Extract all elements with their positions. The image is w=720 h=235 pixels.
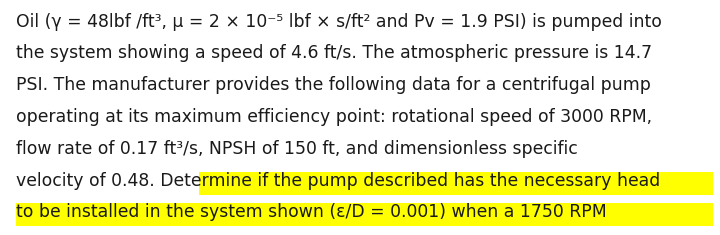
Text: operating at its maximum efficiency point: rotational speed of 3000 RPM,: operating at its maximum efficiency poin… [17,108,652,126]
Text: to be installed in the system shown (ε/D = 0.001) when a 1750 RPM: to be installed in the system shown (ε/D… [17,204,607,221]
Text: flow rate of 0.17 ft³/s, NPSH of 150 ft, and dimensionless specific: flow rate of 0.17 ft³/s, NPSH of 150 ft,… [17,140,578,158]
Text: velocity of 0.48. Determine if the pump described has the necessary head: velocity of 0.48. Determine if the pump … [17,172,661,190]
Text: the system showing a speed of 4.6 ft/s. The atmospheric pressure is 14.7: the system showing a speed of 4.6 ft/s. … [17,44,652,63]
Text: Oil (γ = 48lbf /ft³, μ = 2 × 10⁻⁵ lbf × s/ft² and Pv = 1.9 PSI) is pumped into: Oil (γ = 48lbf /ft³, μ = 2 × 10⁻⁵ lbf × … [17,13,662,31]
Text: PSI. The manufacturer provides the following data for a centrifugal pump: PSI. The manufacturer provides the follo… [17,76,652,94]
Bar [199,172,720,195]
Bar [17,204,720,226]
